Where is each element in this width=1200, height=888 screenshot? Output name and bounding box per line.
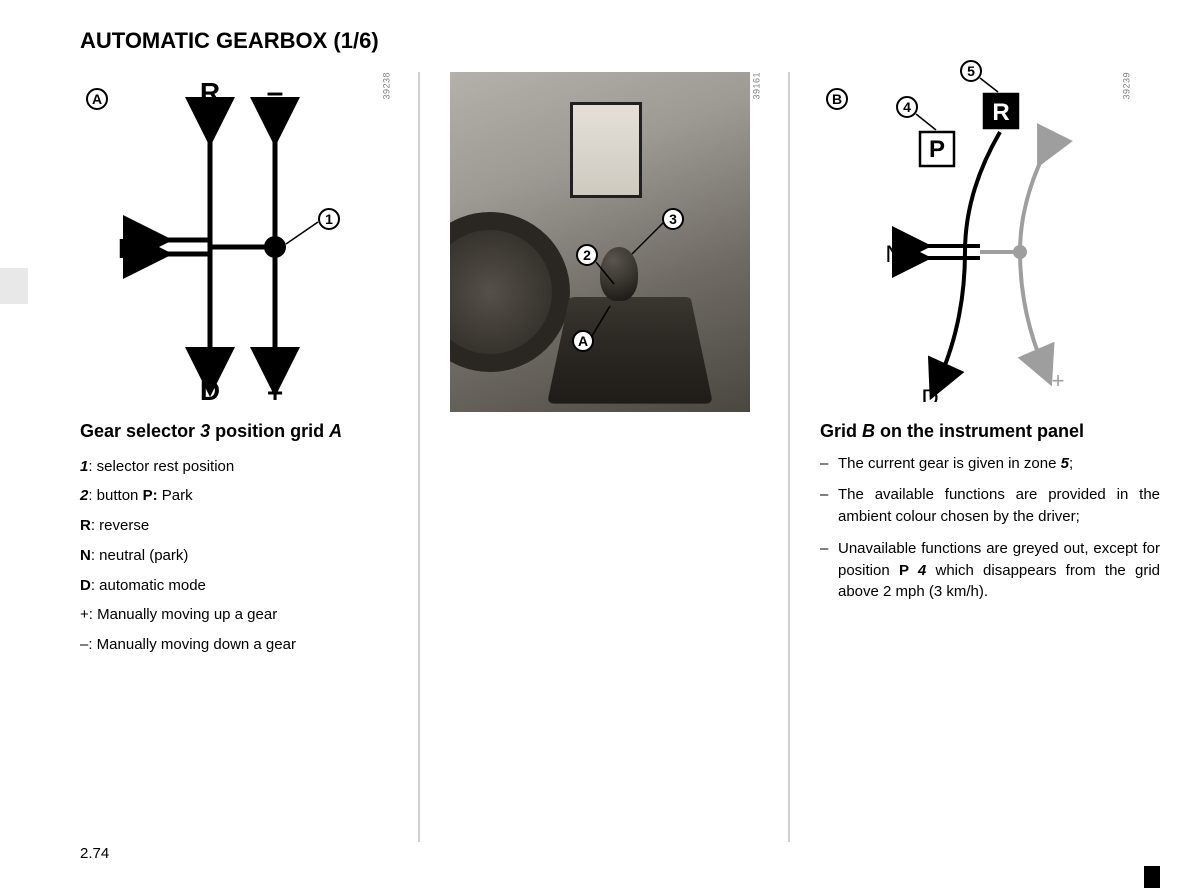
- bullet-row: –The available functions are provided in…: [820, 484, 1160, 528]
- crop-mark: [1144, 866, 1160, 888]
- marker-1: 1: [318, 208, 340, 230]
- figure-b: 39239 B P R: [820, 72, 1120, 412]
- figure-photo-code: 39161: [752, 72, 762, 100]
- col3-bullets: –The current gear is given in zone 5; –Th…: [820, 453, 1160, 604]
- definition-row: N: neutral (park): [80, 542, 398, 570]
- page-number: 2.74: [80, 845, 109, 862]
- svg-text:D: D: [921, 385, 938, 402]
- marker-5: 5: [960, 60, 982, 82]
- h-mid: position grid: [210, 421, 329, 441]
- callout-2-label: 2: [576, 244, 598, 266]
- svg-text:R: R: [992, 99, 1009, 126]
- callout-2: 2: [576, 244, 598, 266]
- columns: 39238 A: [80, 72, 1160, 842]
- gear-grid-b-diagram: P R N D -: [820, 72, 1120, 402]
- svg-text:-: -: [1058, 132, 1065, 157]
- marker-4: 4: [896, 96, 918, 118]
- svg-text:+: +: [1052, 368, 1065, 393]
- figure-a: 39238 A: [80, 72, 380, 412]
- page-title: AUTOMATIC GEARBOX (1/6): [80, 28, 1160, 54]
- definition-row: R: reverse: [80, 512, 398, 540]
- h3-em: B: [862, 421, 875, 441]
- col3-heading: Grid B on the instrument panel: [820, 420, 1160, 443]
- svg-text:–: –: [267, 76, 284, 109]
- callout-3: 3: [662, 208, 684, 230]
- h3-post: on the instrument panel: [875, 421, 1084, 441]
- page: AUTOMATIC GEARBOX (1/6) 39238 A: [0, 0, 1200, 888]
- definition-row: +: Manually moving up a gear: [80, 601, 398, 629]
- title-main: AUTOMATIC GEARBOX: [80, 28, 327, 53]
- callout-a-label: A: [572, 330, 594, 352]
- marker-1-label: 1: [318, 208, 340, 230]
- photo-steering-wheel: [450, 212, 570, 372]
- col1-heading: Gear selector 3 position grid A: [80, 420, 398, 443]
- svg-text:R: R: [200, 77, 220, 108]
- col1-definitions: 1: selector rest position2: button P: Pa…: [80, 453, 398, 659]
- figure-photo: 39161 3 2 A: [450, 72, 750, 412]
- photo-gear-knob: [600, 247, 638, 301]
- figure-b-code: 39239: [1122, 72, 1132, 100]
- callout-a: A: [572, 330, 594, 352]
- column-3: 39239 B P R: [820, 72, 1160, 842]
- column-1: 39238 A: [80, 72, 420, 842]
- interior-photo: 3 2 A: [450, 72, 750, 412]
- svg-text:N: N: [885, 241, 902, 268]
- column-2: 39161 3 2 A: [450, 72, 790, 842]
- title-paren: (1/6): [333, 28, 378, 53]
- h3-pre: Grid: [820, 421, 862, 441]
- gear-grid-a-diagram: R – N D +: [80, 72, 380, 402]
- definition-row: D: automatic mode: [80, 572, 398, 600]
- h-em1: 3: [200, 421, 210, 441]
- svg-text:N: N: [118, 233, 138, 264]
- definition-row: 1: selector rest position: [80, 453, 398, 481]
- callout-3-label: 3: [662, 208, 684, 230]
- svg-text:D: D: [200, 375, 220, 402]
- marker-5-label: 5: [960, 60, 982, 82]
- bullet-row: –The current gear is given in zone 5;: [820, 453, 1160, 475]
- svg-text:P: P: [929, 136, 945, 163]
- bullet-row: –Unavailable functions are greyed out, e…: [820, 538, 1160, 603]
- h-em2: A: [329, 421, 342, 441]
- definition-row: –: Manually moving down a gear: [80, 631, 398, 659]
- svg-text:+: +: [267, 377, 283, 402]
- h-pre: Gear selector: [80, 421, 200, 441]
- definition-row: 2: button P: Park: [80, 482, 398, 510]
- photo-nav-screen: [570, 102, 642, 198]
- figure-a-code: 39238: [382, 72, 392, 100]
- marker-4-label: 4: [896, 96, 918, 118]
